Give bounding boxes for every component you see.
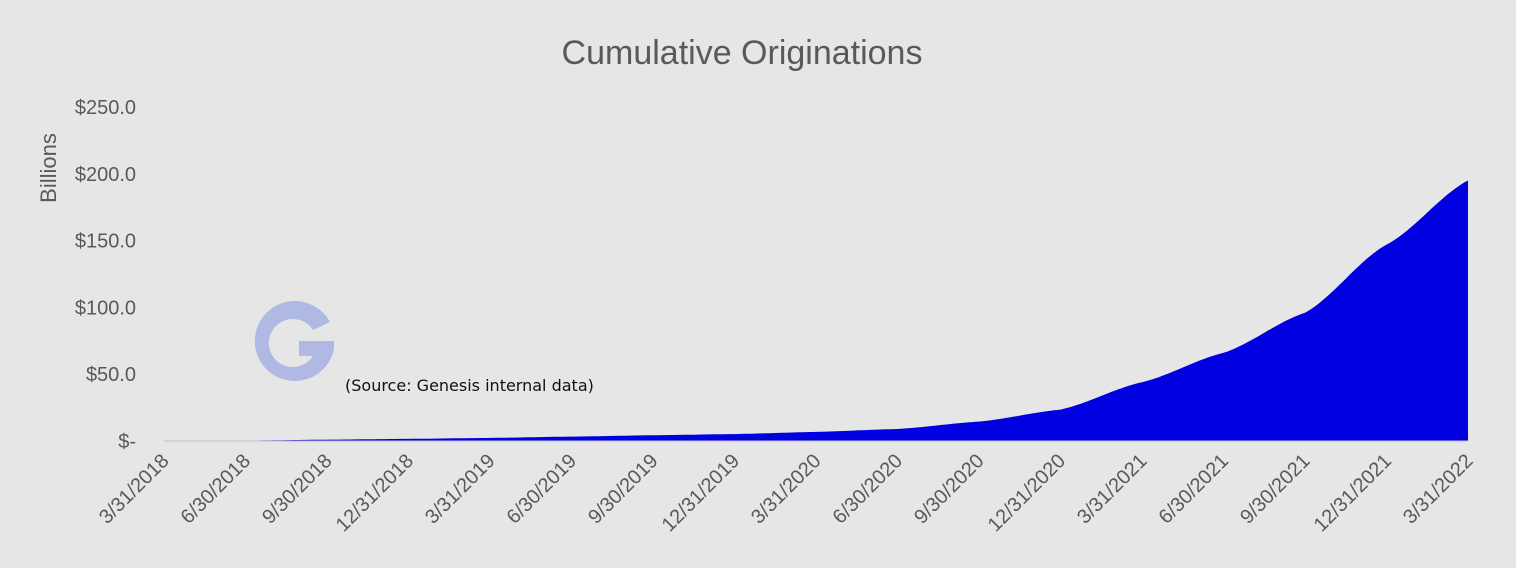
x-tick-label: 9/30/2021 — [1236, 450, 1314, 528]
y-tick-label: $150.0 — [75, 231, 136, 253]
x-tick-label: 12/31/2021 — [1310, 450, 1396, 536]
x-tick-label: 12/31/2018 — [332, 450, 418, 536]
x-tick-label: 6/30/2021 — [1155, 450, 1233, 528]
x-tick-label: 12/31/2020 — [984, 450, 1070, 536]
y-axis-ticks: $- $50.0 $100.0 $150.0 $200.0 $250.0 — [75, 97, 136, 453]
y-tick-label: $- — [118, 431, 136, 453]
x-tick-label: 3/31/2019 — [421, 450, 499, 528]
x-tick-label: 9/30/2018 — [258, 450, 336, 528]
x-tick-label: 12/31/2019 — [658, 450, 744, 536]
x-tick-label: 9/30/2019 — [584, 450, 662, 528]
cumulative-originations-area — [164, 180, 1468, 442]
x-tick-label: 6/30/2020 — [829, 450, 907, 528]
y-tick-label: $200.0 — [75, 164, 136, 186]
x-tick-label: 3/31/2021 — [1073, 450, 1151, 528]
y-tick-label: $250.0 — [75, 97, 136, 119]
source-annotation: (Source: Genesis internal data) — [345, 376, 594, 395]
y-axis-label: Billions — [36, 133, 61, 203]
y-tick-label: $100.0 — [75, 297, 136, 319]
x-tick-label: 6/30/2018 — [177, 450, 255, 528]
x-tick-label: 3/31/2018 — [95, 450, 173, 528]
chart-title: Cumulative Originations — [562, 34, 923, 72]
y-tick-label: $50.0 — [86, 364, 136, 386]
x-tick-label: 3/31/2022 — [1399, 450, 1477, 528]
x-tick-label: 9/30/2020 — [910, 450, 988, 528]
genesis-logo-icon — [254, 301, 334, 382]
x-tick-label: 3/31/2020 — [747, 450, 825, 528]
x-tick-label: 6/30/2019 — [503, 450, 581, 528]
